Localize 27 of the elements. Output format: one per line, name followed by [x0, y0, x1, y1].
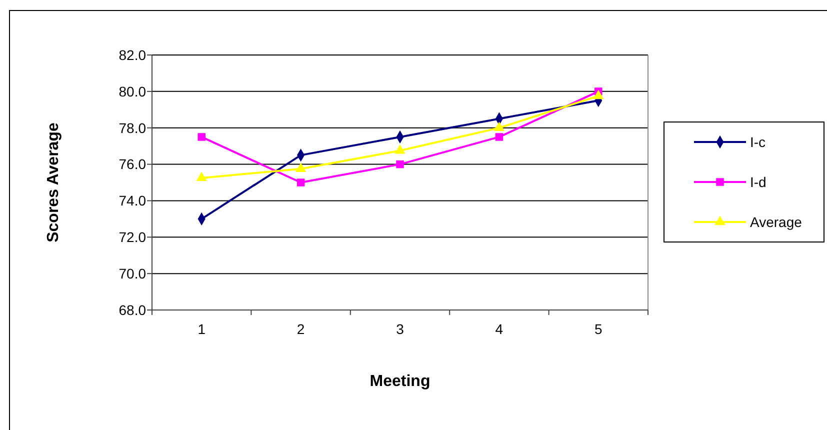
- point: [295, 162, 306, 172]
- point: [494, 122, 505, 131]
- point: [593, 90, 604, 100]
- x-axis-title: Meeting: [370, 373, 430, 390]
- point: [396, 160, 404, 168]
- y-axis-title: Scores Average: [45, 122, 62, 242]
- y-tick-label: 74.0: [118, 192, 146, 209]
- y-tick-label: 70.0: [118, 265, 146, 282]
- y-tick-label: 68.0: [118, 302, 146, 318]
- x-tick-label: 5: [594, 321, 602, 337]
- y-tick-label: 82.0: [118, 46, 146, 63]
- x-tick-label: 2: [296, 321, 305, 337]
- legend-label: I-c: [750, 134, 766, 150]
- legend-label: I-d: [750, 174, 766, 190]
- x-tick-label: 1: [198, 321, 206, 337]
- point: [196, 172, 207, 182]
- y-tick-label: 80.0: [118, 83, 146, 100]
- x-tick-label: 4: [495, 321, 504, 337]
- x-tick-label: 3: [396, 321, 404, 337]
- legend-label: Average: [750, 214, 802, 230]
- point: [394, 144, 406, 154]
- point: [296, 178, 305, 186]
- y-tick-label: 78.0: [118, 120, 146, 136]
- y-tick-label: 72.0: [118, 229, 146, 246]
- y-tick-label: 76.0: [118, 156, 146, 172]
- point: [198, 133, 206, 141]
- point: [495, 133, 504, 141]
